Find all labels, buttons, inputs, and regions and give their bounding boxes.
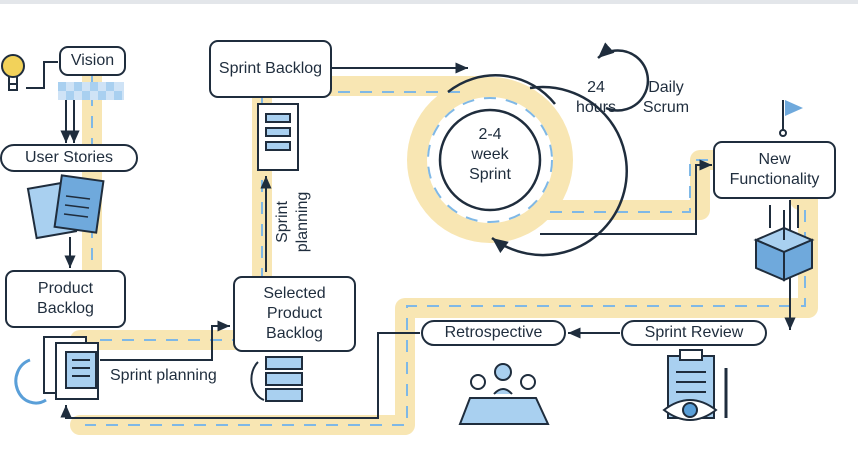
daily-scrum-loop: [597, 42, 650, 112]
checker-banner-icon: [58, 82, 124, 100]
product-backlog-label: Product Backlog: [37, 280, 94, 317]
retrospective-label: Retrospective: [444, 324, 543, 341]
new-functionality-label: New Functionality: [729, 151, 820, 188]
sprint-duration-label: 2-4 week Sprint: [469, 126, 511, 183]
new-functionality-node: New Functionality: [713, 141, 836, 199]
stack-icon: [265, 356, 303, 402]
lightbulb-icon: [1, 54, 25, 91]
document-icon: [257, 103, 299, 171]
refresh-arrow-icon: [14, 358, 47, 405]
selected-product-backlog-node: Selected Product Backlog: [233, 276, 356, 352]
backlog-documents-icon: [43, 336, 99, 400]
retrospective-node: Retrospective: [421, 320, 566, 346]
box-icon: [753, 205, 815, 282]
sprint-planning-vertical-label: Sprint planning: [274, 191, 311, 253]
sprint-backlog-label: Sprint Backlog: [218, 60, 323, 77]
sprint-cycle: [438, 74, 628, 257]
daily-scrum-label: Daily Scrum: [642, 79, 690, 116]
clipboard-eye-icon: [662, 349, 728, 421]
user-stories-node: User Stories: [0, 144, 138, 172]
product-backlog-node: Product Backlog: [5, 270, 126, 328]
stack-refresh-icon: [250, 361, 265, 401]
user-stories-cards-icon: [26, 174, 105, 240]
hours-label: 24 hours: [575, 79, 617, 116]
top-border: [0, 0, 858, 4]
selected-product-backlog-label: Selected Product Backlog: [263, 285, 326, 342]
user-stories-label: User Stories: [24, 149, 114, 166]
sprint-review-node: Sprint Review: [621, 320, 767, 346]
sprint-review-label: Sprint Review: [644, 324, 744, 341]
flag-icon: [779, 100, 803, 137]
vision-node: Vision: [59, 46, 126, 76]
vision-label: Vision: [70, 52, 115, 69]
team-meeting-icon: [458, 363, 550, 425]
sprint-planning-label: Sprint planning: [110, 367, 217, 384]
sprint-backlog-node: Sprint Backlog: [209, 40, 332, 98]
